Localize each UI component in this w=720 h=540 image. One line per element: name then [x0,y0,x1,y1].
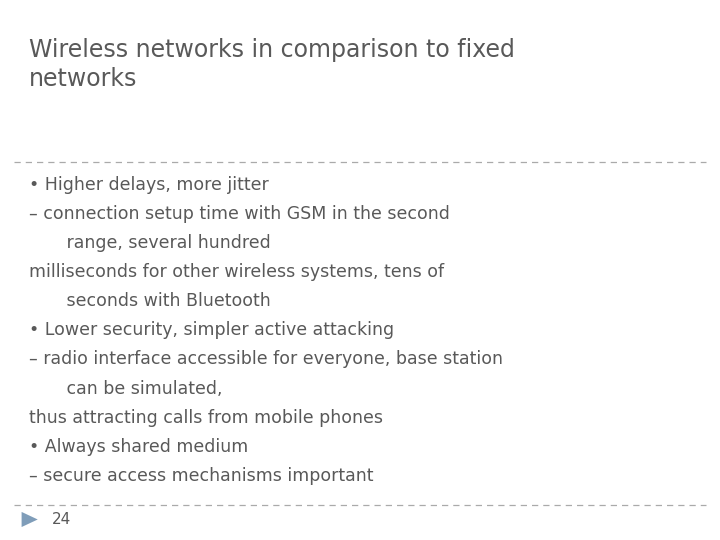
Text: thus attracting calls from mobile phones: thus attracting calls from mobile phones [29,409,383,427]
Polygon shape [22,512,37,527]
Text: seconds with Bluetooth: seconds with Bluetooth [50,292,271,310]
Text: – connection setup time with GSM in the second: – connection setup time with GSM in the … [29,205,450,222]
Text: milliseconds for other wireless systems, tens of: milliseconds for other wireless systems,… [29,263,444,281]
Text: • Lower security, simpler active attacking: • Lower security, simpler active attacki… [29,321,394,339]
Text: – radio interface accessible for everyone, base station: – radio interface accessible for everyon… [29,350,503,368]
Text: range, several hundred: range, several hundred [50,234,271,252]
Text: can be simulated,: can be simulated, [50,380,223,397]
Text: • Higher delays, more jitter: • Higher delays, more jitter [29,176,269,193]
Text: • Always shared medium: • Always shared medium [29,438,248,456]
Text: Wireless networks in comparison to fixed
networks: Wireless networks in comparison to fixed… [29,38,515,91]
Text: – secure access mechanisms important: – secure access mechanisms important [29,467,373,485]
Text: 24: 24 [52,512,71,527]
